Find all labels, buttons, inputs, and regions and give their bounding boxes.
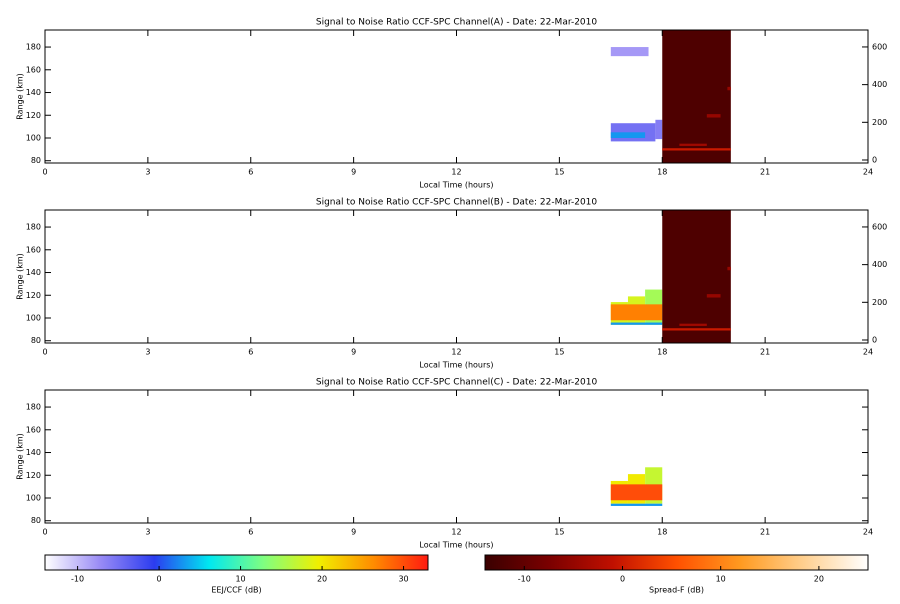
y-tick-label: 80	[31, 336, 41, 345]
y-tick-label: 160	[26, 245, 41, 254]
y-axis-label: Range (km)	[16, 253, 25, 300]
x-tick-label: 3	[145, 168, 150, 177]
y-tick-label: 160	[26, 425, 41, 434]
y-tick-label: 80	[31, 156, 41, 165]
colorbar-tick-label: 10	[716, 575, 726, 584]
heatmap-cell	[655, 119, 663, 140]
heatmap-cell	[610, 503, 663, 506]
x-axis-label: Local Time (hours)	[419, 361, 493, 370]
heatmap-cell	[610, 304, 663, 321]
panel-title: Signal to Noise Ratio CCF-SPC Channel(A)…	[316, 18, 598, 28]
colorbar-tick-label: 10	[235, 575, 245, 584]
colorbar-tick-label: 20	[317, 575, 327, 584]
heatmap-cell	[727, 86, 731, 91]
y2-tick-label: 400	[872, 80, 887, 89]
y-tick-label: 100	[26, 313, 41, 322]
heatmap-cell	[610, 132, 646, 138]
y-axis-label: Range (km)	[16, 433, 25, 480]
x-axis-label: Local Time (hours)	[419, 181, 493, 190]
x-tick-label: 0	[42, 528, 47, 537]
x-tick-label: 6	[248, 168, 253, 177]
colorbar	[484, 554, 869, 571]
x-tick-label: 9	[351, 528, 356, 537]
x-tick-label: 6	[248, 348, 253, 357]
x-tick-label: 0	[42, 168, 47, 177]
x-tick-label: 9	[351, 348, 356, 357]
heatmap-cell	[706, 114, 721, 118]
y-tick-label: 100	[26, 133, 41, 142]
y2-tick-label: 600	[872, 222, 887, 231]
colorbar-label: Spread-F (dB)	[649, 586, 704, 595]
colorbar-tick-label: 30	[398, 575, 408, 584]
colorbar	[44, 554, 429, 571]
colorbar-tick-label: 0	[620, 575, 625, 584]
y2-tick-label: 200	[872, 118, 887, 127]
colorbar-tick-label: -10	[518, 575, 531, 584]
y-tick-label: 180	[26, 43, 41, 52]
x-tick-label: 21	[760, 168, 770, 177]
x-tick-label: 0	[42, 348, 47, 357]
y-tick-label: 140	[26, 88, 41, 97]
colorbar-tick-label: -10	[71, 575, 84, 584]
heatmap-cell	[662, 328, 731, 331]
y-tick-label: 160	[26, 65, 41, 74]
y-tick-label: 140	[26, 448, 41, 457]
x-tick-label: 18	[657, 168, 667, 177]
panel-title: Signal to Noise Ratio CCF-SPC Channel(B)…	[316, 198, 598, 208]
plot-frame	[44, 389, 869, 524]
heatmap-cell	[610, 322, 663, 325]
heatmap-cell	[679, 143, 707, 146]
x-tick-label: 9	[351, 168, 356, 177]
y2-tick-label: 400	[872, 260, 887, 269]
heatmap-cell	[679, 323, 707, 326]
heatmap-cell	[662, 30, 731, 163]
y-axis-label: Range (km)	[16, 73, 25, 120]
y-tick-label: 80	[31, 516, 41, 525]
heatmap-cell	[727, 266, 731, 271]
x-tick-label: 12	[451, 168, 461, 177]
x-tick-label: 15	[554, 168, 564, 177]
x-tick-label: 3	[145, 348, 150, 357]
colorbar-tick-label: 0	[157, 575, 162, 584]
plot-frame	[44, 29, 869, 164]
x-tick-label: 12	[451, 348, 461, 357]
y-tick-label: 120	[26, 111, 41, 120]
y-tick-label: 180	[26, 223, 41, 232]
x-tick-label: 6	[248, 528, 253, 537]
heatmap-cell	[706, 294, 721, 298]
x-tick-label: 3	[145, 528, 150, 537]
x-tick-label: 24	[863, 168, 873, 177]
colorbar-tick-label: 20	[814, 575, 824, 584]
x-axis-label: Local Time (hours)	[419, 541, 493, 550]
y-tick-label: 180	[26, 403, 41, 412]
x-tick-label: 15	[554, 348, 564, 357]
heatmap-cell	[610, 484, 663, 501]
x-tick-label: 21	[760, 528, 770, 537]
x-tick-label: 12	[451, 528, 461, 537]
y-tick-label: 120	[26, 471, 41, 480]
x-tick-label: 18	[657, 348, 667, 357]
plot-frame	[44, 209, 869, 344]
y-tick-label: 120	[26, 291, 41, 300]
y2-tick-label: 0	[872, 155, 877, 164]
y2-tick-label: 200	[872, 298, 887, 307]
x-tick-label: 24	[863, 528, 873, 537]
panel-title: Signal to Noise Ratio CCF-SPC Channel(C)…	[316, 378, 598, 388]
heatmap-cell	[662, 210, 731, 343]
y2-tick-label: 600	[872, 42, 887, 51]
heatmap-cell	[610, 47, 649, 57]
heatmap-cell	[662, 148, 731, 151]
y-tick-label: 100	[26, 493, 41, 502]
x-tick-label: 24	[863, 348, 873, 357]
y-tick-label: 140	[26, 268, 41, 277]
x-tick-label: 15	[554, 528, 564, 537]
x-tick-label: 18	[657, 528, 667, 537]
colorbar-label: EEJ/CCF (dB)	[211, 586, 261, 595]
x-tick-label: 21	[760, 348, 770, 357]
y2-tick-label: 0	[872, 335, 877, 344]
